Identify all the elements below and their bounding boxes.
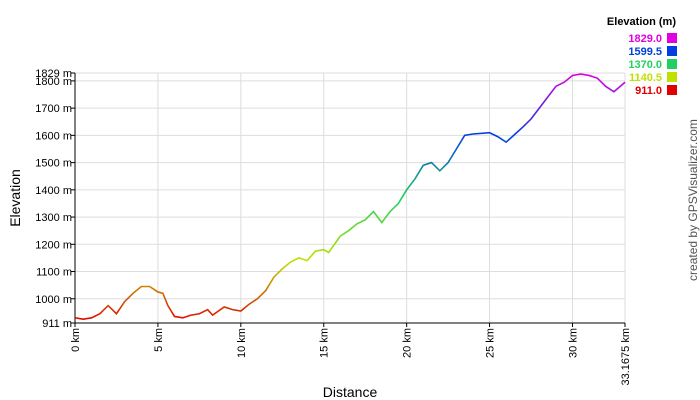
y-tick-label: 911 m [42,318,72,330]
y-tick-label: 1700 m [35,103,72,115]
legend-label: 1829.0 [628,33,662,45]
y-tick-label: 1829 m [35,68,72,80]
legend-label: 1140.5 [629,72,662,84]
legend-swatch [667,33,677,43]
x-tick-label: 20 km [402,328,414,358]
legend-label: 1370.0 [628,59,662,71]
x-tick-label: 15 km [319,328,331,358]
credit: created by GPSVisualizer.com [686,119,700,281]
legend-swatch [667,85,677,95]
y-tick-label: 1100 m [36,267,72,279]
x-axis-title: Distance [323,384,378,400]
x-tick-label: 33.1675 km [620,328,632,385]
y-tick-label: 1500 m [35,158,72,170]
y-tick-label: 1300 m [35,212,72,224]
y-tick-label: 1400 m [35,185,72,197]
legend-swatch [667,72,677,82]
x-tick-label: 0 km [70,328,82,352]
y-tick-label: 1200 m [35,239,72,251]
y-tick-label: 1600 m [35,130,72,142]
legend-title: Elevation (m) [607,16,676,28]
y-tick-label: 1000 m [35,294,72,306]
x-tick-label: 10 km [236,328,248,358]
legend-label: 1599.5 [628,46,662,58]
y-axis-title: Elevation [7,169,23,227]
x-tick-label: 25 km [485,328,497,358]
elevation-line [74,73,626,320]
legend-swatch [667,59,677,69]
legend-label: 911.0 [635,85,662,97]
x-tick-label: 5 km [153,328,165,352]
x-tick-label: 30 km [567,328,579,358]
legend-swatch [667,46,677,56]
y-tick-label: 1800 m [35,76,72,88]
